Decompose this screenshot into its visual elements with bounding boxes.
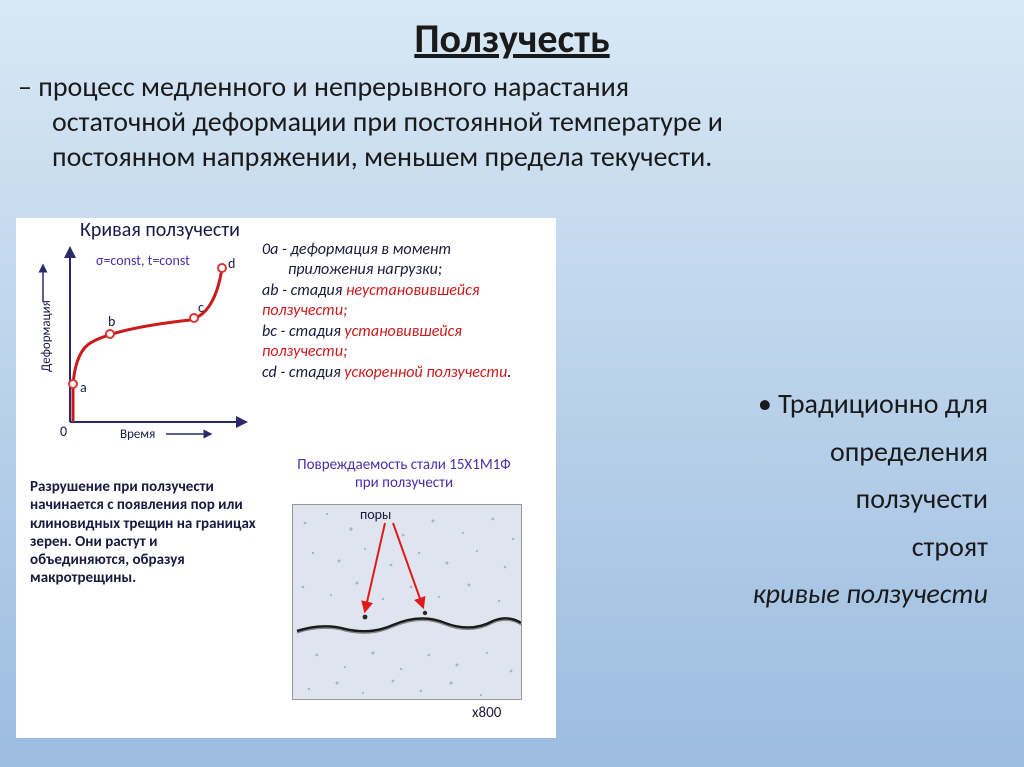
chart-title: Кривая ползучести (80, 218, 240, 242)
chart-legend: 0a - деформация в момент приложения нагр… (262, 240, 546, 383)
pores-label: поры (360, 506, 391, 523)
legend-cd-prefix: cd (262, 363, 277, 382)
y-axis-label: Деформация (39, 300, 54, 372)
label-a: a (80, 379, 87, 396)
label-c: c (198, 299, 204, 316)
definition-line2: остаточной деформации при постоянной тем… (18, 104, 998, 139)
micrograph-title: Повреждаемость стали 15Х1М1Ф при ползуче… (282, 456, 526, 492)
micrograph-title-l2: при ползучести (282, 474, 526, 492)
micrograph-image (292, 504, 522, 700)
right-l1: • Традиционно для (758, 380, 988, 428)
creep-curve-chart: a b c d 0 Деформация Время (30, 242, 250, 442)
right-l5: кривые ползучести (598, 570, 988, 618)
legend-cd-term: ускоренной ползучести (344, 363, 507, 382)
micrograph-title-l1: Повреждаемость стали 15Х1М1Ф (282, 456, 526, 474)
point-c (190, 314, 198, 322)
point-a (69, 380, 77, 388)
legend-ab-prefix: ab (262, 281, 278, 300)
definition: – процесс медленного и непрерывного нара… (0, 63, 1024, 174)
definition-line3: постоянном напряжении, меньшем предела т… (18, 139, 998, 174)
legend-bc-prefix: bc (262, 322, 277, 341)
point-b (106, 330, 114, 338)
right-bullet-text: • Традиционно для определения ползучести… (598, 380, 988, 618)
diagram-panel: Кривая ползучести σ=const, t=const a b c… (16, 218, 556, 738)
legend-0a-l2: приложения нагрузки; (288, 260, 442, 279)
legend-ab-mid: - стадия (278, 281, 346, 300)
creep-curve (73, 268, 222, 422)
magnification-label: х800 (472, 704, 501, 722)
legend-cd-mid: - стадия (277, 363, 345, 382)
label-b: b (108, 313, 115, 330)
destruction-text: Разрушение при ползучести начинается с п… (30, 478, 256, 588)
origin-label: 0 (60, 423, 67, 440)
point-d (218, 264, 226, 272)
right-l2: определения (598, 428, 988, 476)
x-axis-label: Время (120, 427, 155, 442)
legend-bc-mid: - стадия (277, 322, 345, 341)
legend-0a-l1: 0a - деформация в момент (262, 240, 451, 259)
definition-line1: – процесс медленного и непрерывного нара… (18, 69, 998, 104)
right-l3: ползучести (598, 475, 988, 523)
page-title: Ползучесть (0, 0, 1024, 63)
right-l4: строят (598, 523, 988, 571)
label-d: d (228, 255, 235, 272)
